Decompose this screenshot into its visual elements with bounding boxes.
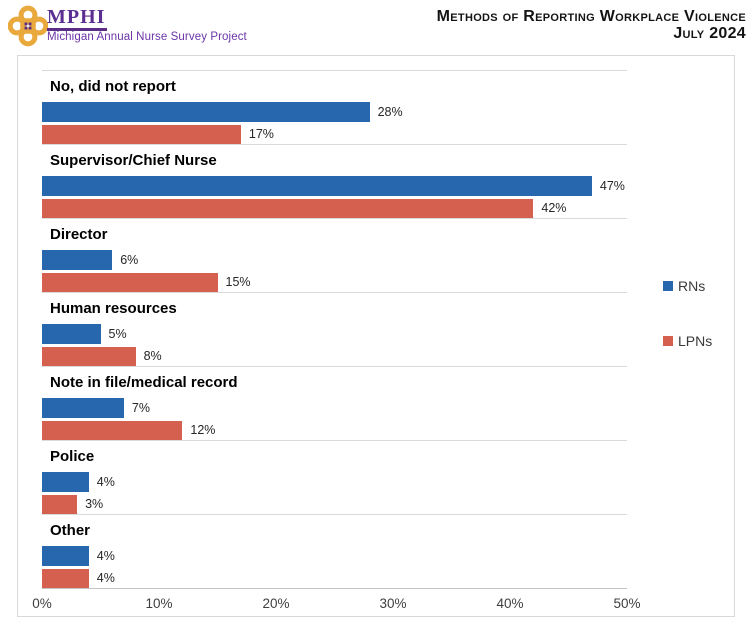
lpns-value-label: 8%: [143, 349, 162, 363]
category-label: No, did not report: [50, 78, 176, 95]
lpns-bar: [42, 495, 78, 514]
legend-item-rns: RNs: [663, 278, 705, 294]
rns-bar: [42, 176, 592, 196]
rns-value-label: 7%: [131, 401, 150, 415]
logo-subtitle: Michigan Annual Nurse Survey Project: [47, 31, 247, 43]
category-separator-line: [42, 70, 627, 71]
lpns-value-label: 12%: [190, 423, 216, 437]
lpns-value-label: 3%: [85, 497, 104, 511]
x-axis-tick-label: 0%: [32, 596, 52, 611]
rns-bar: [42, 472, 89, 492]
chart-subtitle-date: July 2024: [673, 25, 746, 42]
lpns-bar: [42, 421, 183, 440]
rns-value-label: 28%: [377, 105, 403, 119]
rns-value-label: 47%: [599, 179, 625, 193]
chart-category-row: Police 4% 3%: [18, 440, 734, 514]
category-label: Police: [50, 448, 95, 465]
category-separator-line: [42, 366, 627, 367]
lpns-legend-swatch: [663, 336, 673, 346]
x-axis-line: [42, 588, 627, 589]
category-separator-line: [42, 292, 627, 293]
category-label: Human resources: [50, 300, 177, 317]
rns-value-label: 4%: [96, 475, 115, 489]
category-label: Note in file/medical record: [50, 374, 238, 391]
x-axis-tick-label: 20%: [262, 596, 290, 611]
chart-category-row: No, did not report 28% 17%: [18, 70, 734, 144]
lpns-bar: [42, 273, 218, 292]
lpns-value-label: 4%: [96, 571, 115, 585]
lpns-value-label: 15%: [225, 275, 251, 289]
category-label: Director: [50, 226, 108, 243]
chart-title: Methods of Reporting Workplace Violence: [436, 8, 746, 25]
mphi-logo-icon: [8, 5, 48, 47]
rns-value-label: 4%: [96, 549, 115, 563]
chart-category-row: Note in file/medical record 7% 12%: [18, 366, 734, 440]
chart-plot-area: No, did not report 28% 17% Supervisor/Ch…: [18, 70, 734, 588]
rns-bar: [42, 250, 113, 270]
mphi-logo-text: MPHI: [47, 6, 108, 31]
chart-category-row: Supervisor/Chief Nurse 47% 42%: [18, 144, 734, 218]
rns-bar: [42, 546, 89, 566]
chart-category-row: Human resources 5% 8%: [18, 292, 734, 366]
x-axis-tick-label: 30%: [379, 596, 407, 611]
x-axis-tick-label: 10%: [145, 596, 173, 611]
lpns-bar: [42, 347, 136, 366]
rns-legend-label: RNs: [678, 278, 706, 294]
lpns-legend-label: LPNs: [678, 333, 713, 349]
chart-container: No, did not report 28% 17% Supervisor/Ch…: [17, 55, 735, 617]
lpns-value-label: 17%: [248, 127, 274, 141]
rns-value-label: 5%: [108, 327, 127, 341]
category-label: Other: [50, 522, 91, 539]
rns-bar: [42, 398, 124, 418]
x-axis-tick-label: 40%: [496, 596, 524, 611]
rns-bar: [42, 324, 101, 344]
header: MPHI Michigan Annual Nurse Survey Projec…: [0, 0, 754, 55]
legend-item-lpns: LPNs: [663, 333, 712, 349]
lpns-bar: [42, 125, 241, 144]
rns-value-label: 6%: [120, 253, 139, 267]
x-axis-tick-label: 50%: [613, 596, 641, 611]
chart-category-row: Director 6% 15%: [18, 218, 734, 292]
category-separator-line: [42, 440, 627, 441]
category-separator-line: [42, 218, 627, 219]
category-separator-line: [42, 144, 627, 145]
chart-category-row: Other 4% 4%: [18, 514, 734, 588]
rns-bar: [42, 102, 370, 122]
rns-legend-swatch: [663, 281, 673, 291]
lpns-value-label: 42%: [541, 201, 567, 215]
category-label: Supervisor/Chief Nurse: [50, 152, 217, 169]
lpns-bar: [42, 199, 534, 218]
lpns-bar: [42, 569, 89, 588]
category-separator-line: [42, 514, 627, 515]
x-axis-ticks: 0% 10% 20% 30% 40% 50%: [18, 589, 734, 616]
